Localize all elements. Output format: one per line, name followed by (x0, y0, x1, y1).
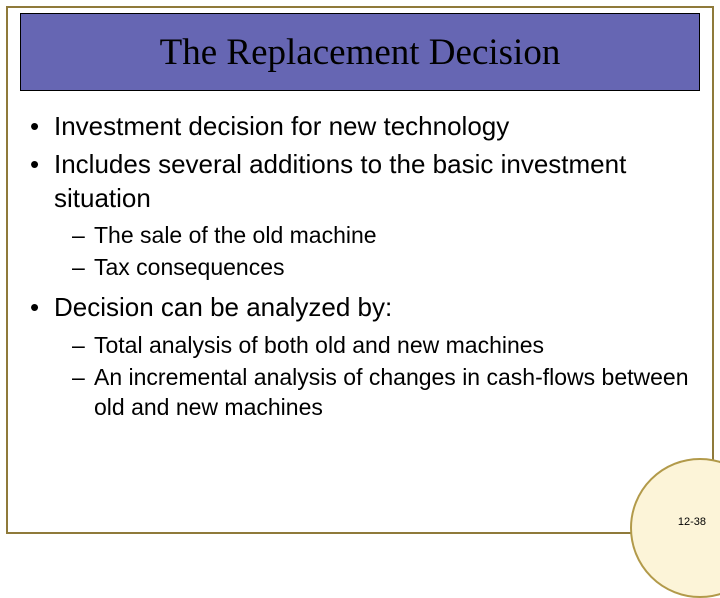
slide-content: Investment decision for new technology I… (30, 110, 690, 431)
bullet-text: Investment decision for new technology (54, 111, 509, 141)
title-box: The Replacement Decision (20, 13, 700, 91)
sub-bullet-item: An incremental analysis of changes in ca… (54, 363, 690, 423)
bullet-text: Decision can be analyzed by: (54, 292, 392, 322)
bullet-list: Investment decision for new technology I… (30, 110, 690, 423)
sub-bullet-list: The sale of the old machine Tax conseque… (54, 221, 690, 283)
bullet-item: Includes several additions to the basic … (30, 148, 690, 283)
sub-bullet-list: Total analysis of both old and new machi… (54, 331, 690, 423)
bullet-text: Includes several additions to the basic … (54, 149, 626, 213)
sub-bullet-item: Tax consequences (54, 253, 690, 283)
sub-bullet-item: Total analysis of both old and new machi… (54, 331, 690, 361)
slide-title: The Replacement Decision (160, 31, 561, 74)
sub-bullet-item: The sale of the old machine (54, 221, 690, 251)
page-number: 12-38 (678, 516, 706, 528)
bullet-item: Investment decision for new technology (30, 110, 690, 144)
bullet-item: Decision can be analyzed by: Total analy… (30, 291, 690, 422)
